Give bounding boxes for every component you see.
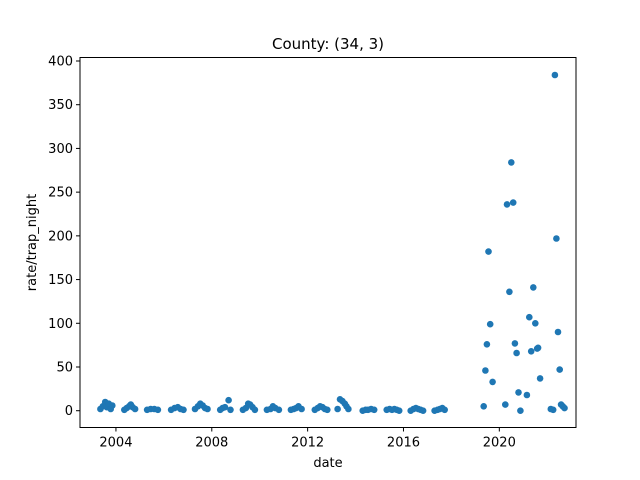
data-point xyxy=(551,71,559,79)
y-axis: 0 50 100 150 200 250 300 350 400 xyxy=(48,54,80,419)
data-point xyxy=(227,406,234,414)
data-point xyxy=(517,407,524,415)
data-point xyxy=(485,248,492,255)
data-point xyxy=(486,320,494,328)
data-point xyxy=(251,406,259,414)
data-point xyxy=(534,344,542,352)
data-point xyxy=(527,348,535,355)
data-point xyxy=(483,341,491,348)
data-point xyxy=(480,403,488,410)
data-point xyxy=(549,406,557,414)
x-tick-label: 2008 xyxy=(195,436,228,451)
data-point xyxy=(502,401,509,408)
data-point xyxy=(441,406,449,414)
data-point xyxy=(482,367,489,374)
data-point xyxy=(109,402,116,409)
data-point xyxy=(221,403,229,411)
x-axis-title: date xyxy=(313,456,342,471)
data-point xyxy=(131,405,139,413)
data-point xyxy=(275,406,283,414)
data-point xyxy=(556,366,563,373)
data-point xyxy=(515,389,522,396)
y-tick-label: 0 xyxy=(65,404,73,419)
data-point xyxy=(530,284,537,291)
y-tick-label: 400 xyxy=(48,54,73,69)
data-point xyxy=(324,406,331,414)
y-tick-label: 350 xyxy=(48,98,73,113)
y-tick-label: 50 xyxy=(56,360,73,375)
data-point xyxy=(509,199,517,206)
data-point xyxy=(225,396,232,404)
data-point xyxy=(526,313,533,321)
y-tick-label: 200 xyxy=(48,229,73,244)
data-point xyxy=(503,201,511,208)
data-point xyxy=(508,159,515,166)
x-tick-label: 2012 xyxy=(291,436,324,451)
y-tick-label: 300 xyxy=(48,142,73,157)
data-point xyxy=(204,405,211,413)
data-point xyxy=(154,406,162,414)
data-point xyxy=(523,391,531,399)
axes-frame xyxy=(79,57,577,428)
y-tick-label: 150 xyxy=(48,273,73,288)
x-axis: 2004 2008 2012 2016 2020 xyxy=(99,427,516,451)
chart-title: County: (34, 3) xyxy=(272,35,384,53)
data-point xyxy=(345,405,352,413)
x-tick-label: 2016 xyxy=(387,436,420,451)
data-point xyxy=(561,404,568,412)
data-point xyxy=(370,406,378,414)
data-point xyxy=(513,349,520,357)
plot-area xyxy=(97,71,568,415)
data-point xyxy=(553,235,560,242)
data-point xyxy=(536,375,544,382)
data-point xyxy=(298,405,305,413)
x-tick-label: 2020 xyxy=(483,436,516,451)
y-axis-title: rate/trap_night xyxy=(25,194,40,291)
data-point xyxy=(532,320,539,327)
data-point xyxy=(489,378,496,386)
data-point xyxy=(506,288,513,296)
data-point xyxy=(180,406,187,414)
data-point xyxy=(395,407,403,415)
data-point xyxy=(419,407,427,415)
data-point xyxy=(511,340,519,347)
x-tick-label: 2004 xyxy=(99,436,132,451)
data-point xyxy=(554,328,562,336)
y-tick-label: 100 xyxy=(48,317,73,332)
y-tick-label: 250 xyxy=(48,186,73,201)
data-point xyxy=(334,405,341,413)
